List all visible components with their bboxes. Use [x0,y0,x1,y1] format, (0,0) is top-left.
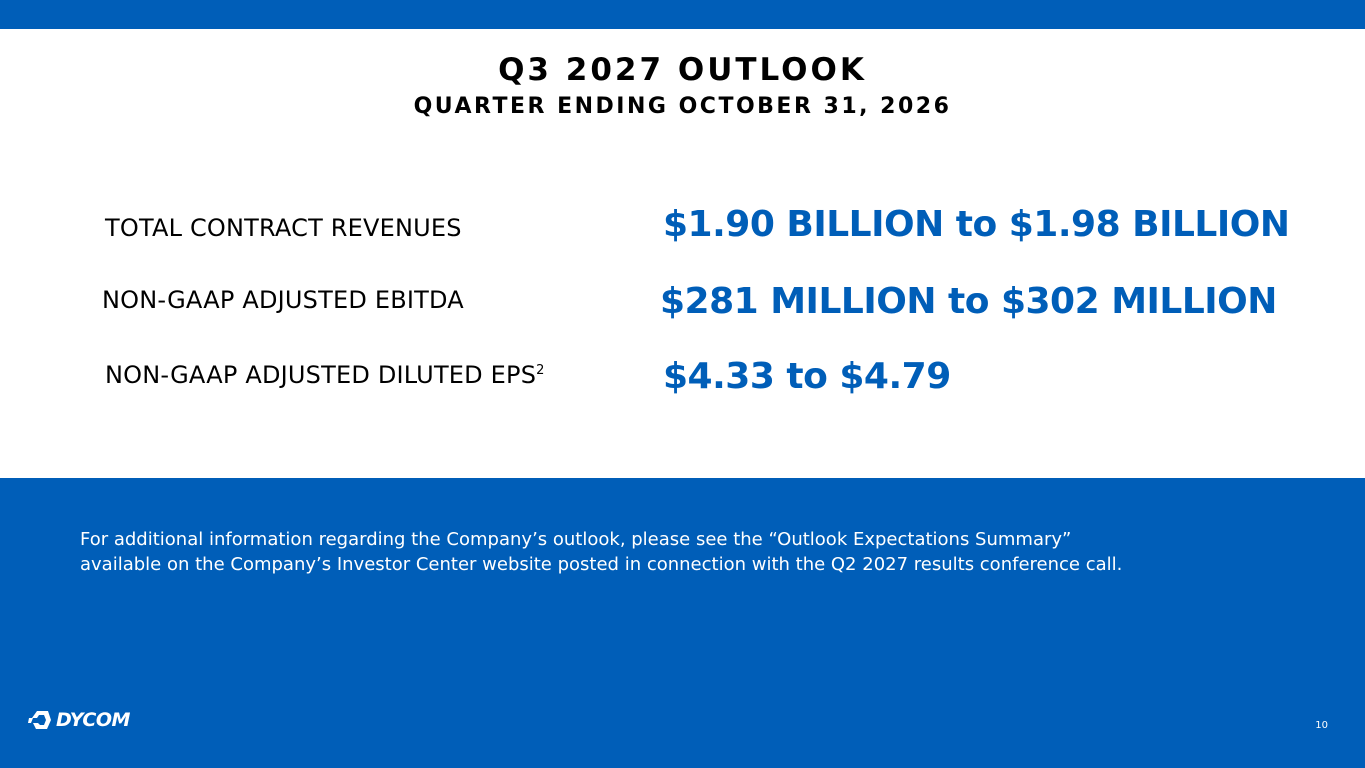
dycom-logo-icon [28,711,51,729]
footer-panel [0,478,1365,768]
metric-label-ebitda: NON-GAAP ADJUSTED EBITDA [102,286,464,314]
top-accent-bar [0,0,1365,29]
footnote-line-1: For additional information regarding the… [80,529,1072,550]
metric-label-revenues: TOTAL CONTRACT REVENUES [105,214,462,242]
page-number: 10 [1315,720,1328,731]
footnote-line-2: available on the Company’s Investor Cent… [80,554,1123,575]
metric-label-eps: NON-GAAP ADJUSTED DILUTED EPS2 [105,361,545,389]
metric-label-eps-text: NON-GAAP ADJUSTED DILUTED EPS [105,361,537,389]
metric-value-eps: $4.33 to $4.79 [663,356,951,397]
page-title: Q3 2027 OUTLOOK [498,52,867,88]
logo-wordmark: DYCOM [56,709,130,731]
dycom-logo: DYCOM [28,707,130,733]
outlook-footnote: For additional information regarding the… [80,527,1300,577]
metric-value-ebitda: $281 MILLION to $302 MILLION [660,281,1277,322]
footnote-marker: 2 [536,363,545,378]
metric-value-revenues: $1.90 BILLION to $1.98 BILLION [663,204,1290,245]
page-subtitle: QUARTER ENDING OCTOBER 31, 2026 [413,94,952,119]
